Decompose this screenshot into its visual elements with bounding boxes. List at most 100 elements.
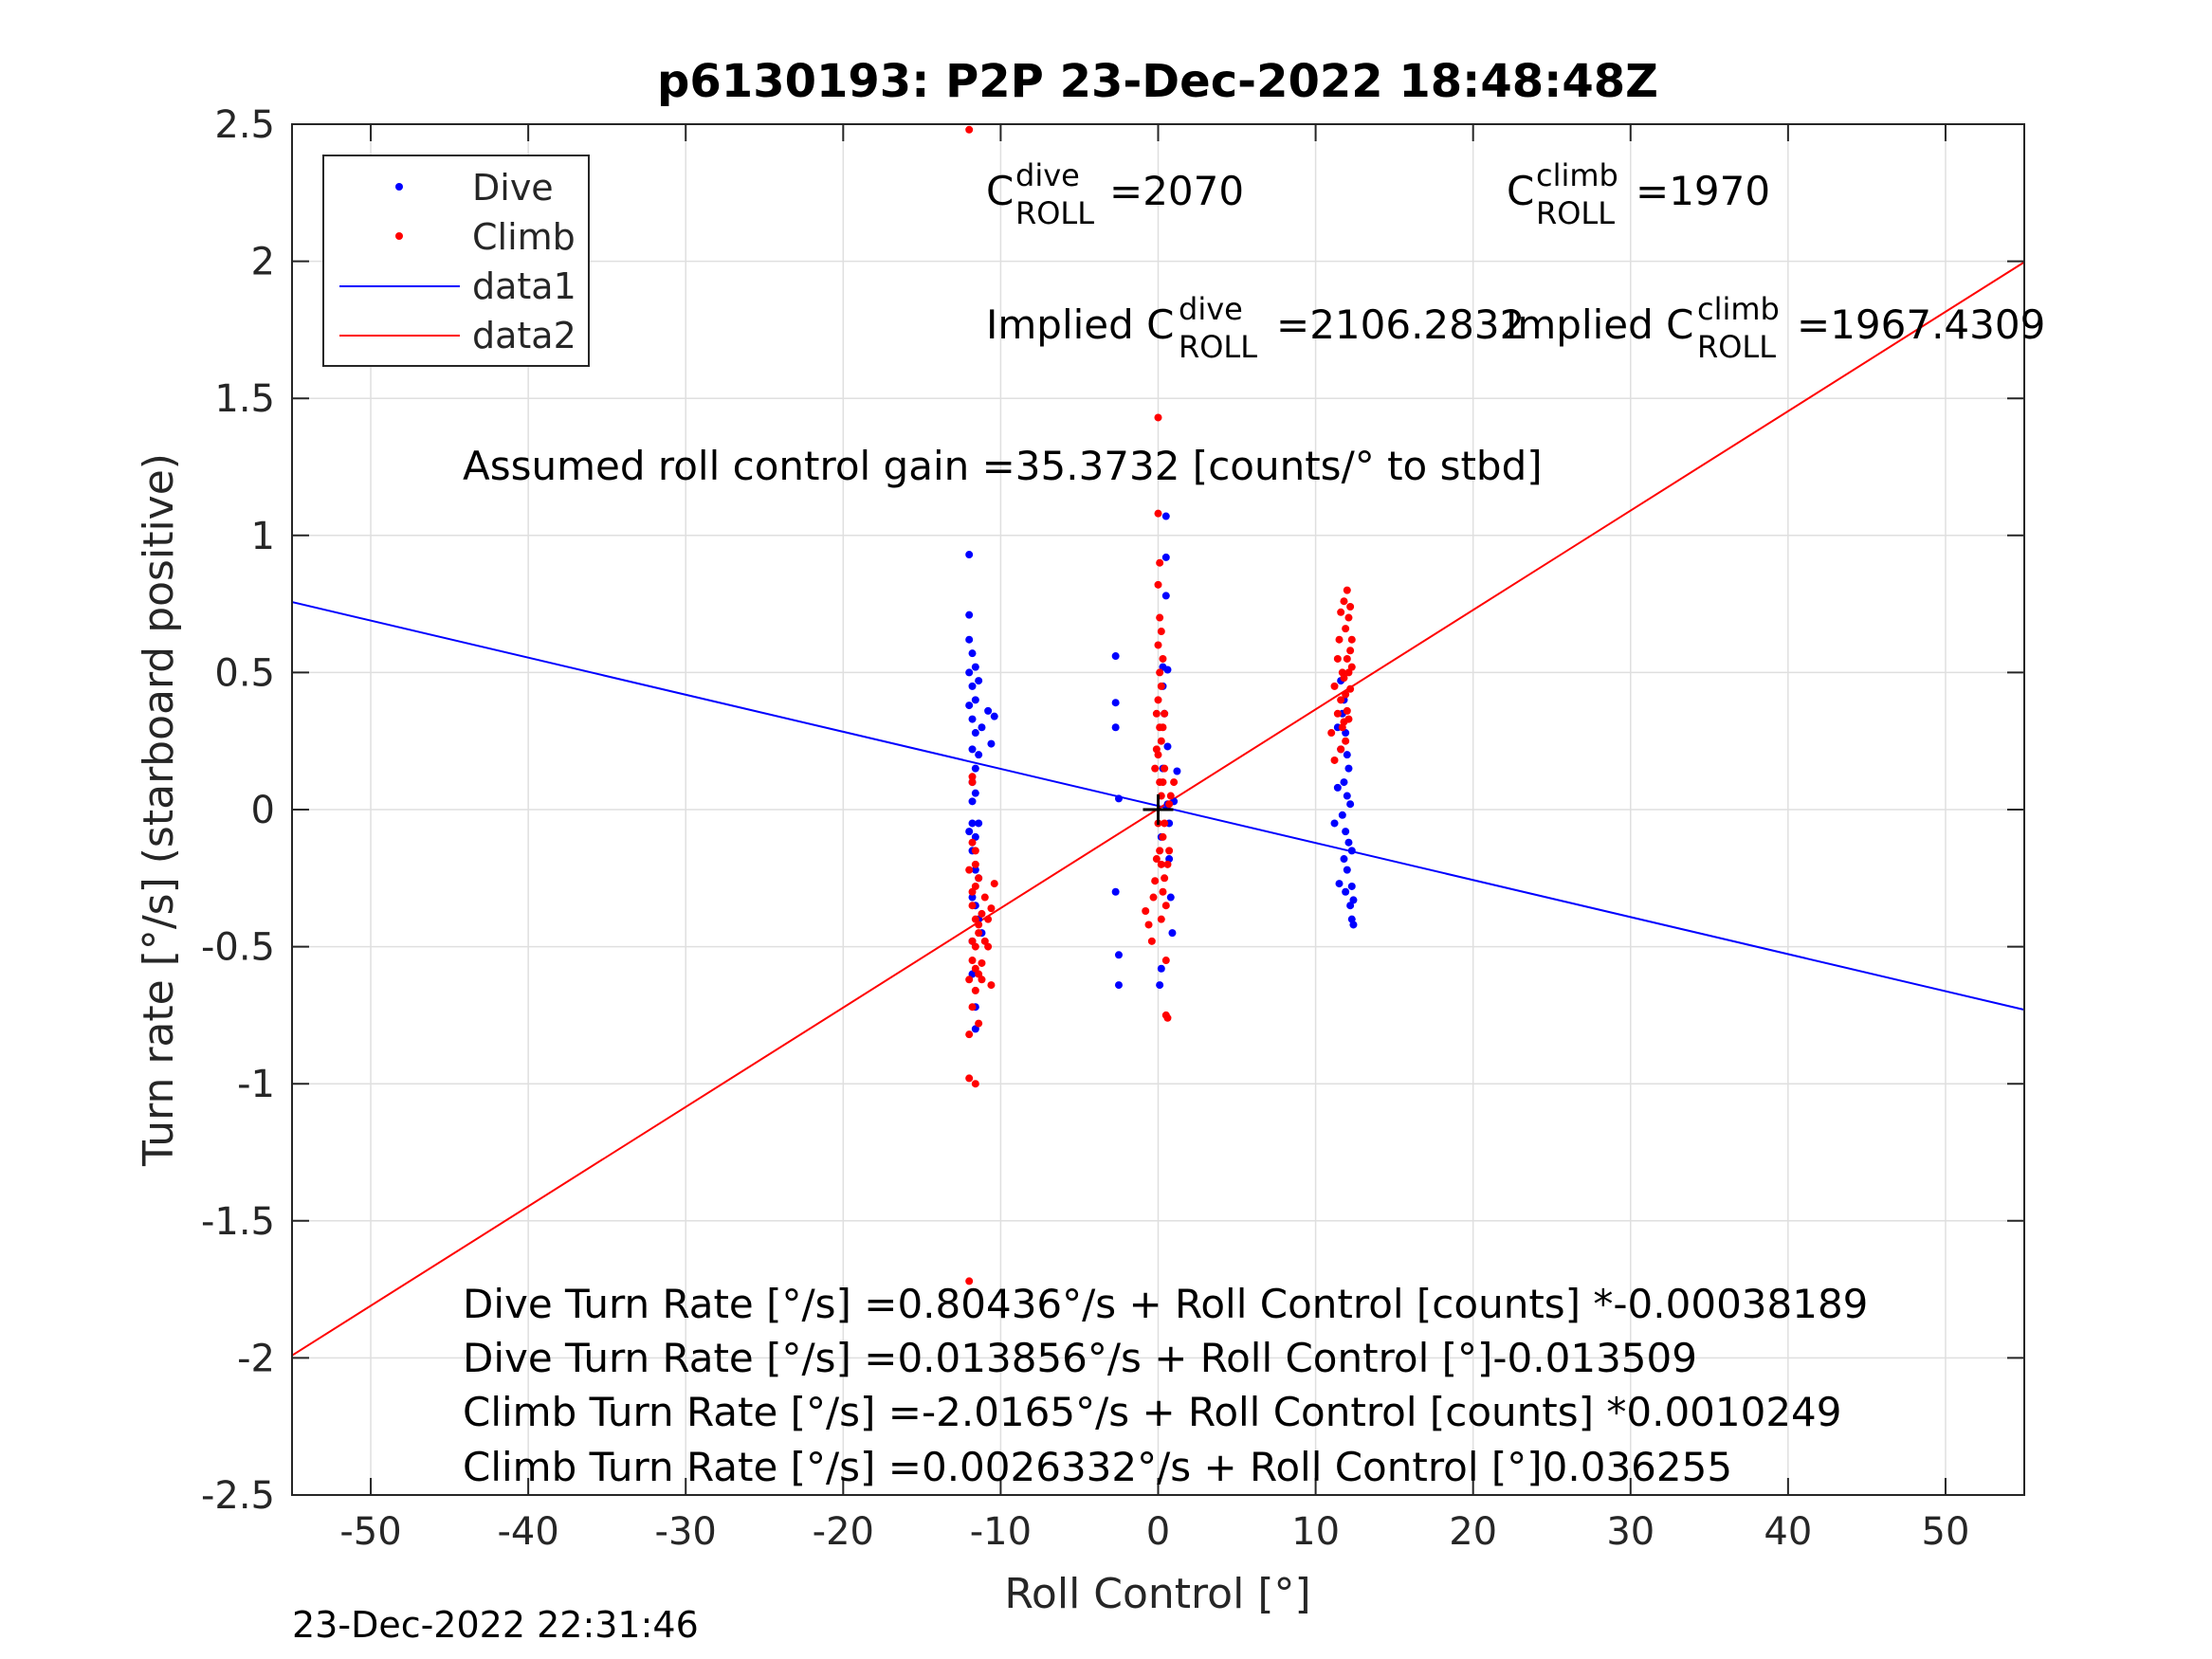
climb-point [1330, 756, 1339, 764]
climb-point [1337, 745, 1345, 754]
implied-dive-sub: ROLL [1179, 329, 1257, 365]
y-axis-label: Turn rate [°/s] (starboard positive) [135, 453, 183, 1167]
dive-point [971, 1025, 979, 1033]
dive-point [1346, 800, 1355, 809]
climb-point [1161, 902, 1170, 910]
dive-point [1335, 880, 1344, 888]
climb-point [971, 942, 979, 951]
dive-point [1346, 902, 1355, 910]
climb-point [975, 970, 983, 978]
dive-point [1330, 819, 1339, 828]
climb-point [975, 874, 983, 883]
climb-point [975, 1019, 983, 1028]
dive-point [971, 789, 979, 797]
dive-point [1114, 951, 1123, 959]
implied-climb-value: =1967.4309 [1797, 301, 2045, 348]
dive-point [965, 702, 974, 710]
dive-point [968, 715, 977, 723]
climb-point [971, 860, 979, 868]
climb-point [987, 981, 996, 990]
climb-point [1161, 709, 1169, 718]
climb-point [1156, 668, 1164, 677]
climb-point [1144, 921, 1153, 929]
climb-point [1142, 907, 1150, 916]
dive-point [975, 819, 983, 828]
dive-point [975, 751, 983, 759]
dive-point [1156, 981, 1164, 990]
climb-point [971, 1080, 979, 1088]
implied-dive-sup: dive [1179, 291, 1243, 327]
dive-point [965, 611, 974, 619]
dive-point [1340, 855, 1348, 864]
dive-point [1111, 652, 1120, 661]
climb-point [1157, 628, 1165, 636]
climb-point [984, 942, 993, 951]
climb-point [975, 929, 983, 938]
climb-point [1333, 654, 1342, 663]
x-axis-label: Roll Control [°] [1004, 1570, 1310, 1618]
y-tick-label: 1.5 [214, 377, 275, 421]
climb-point [1342, 690, 1350, 699]
legend-climb-label: Climb [472, 216, 576, 258]
y-tick-label: -1 [237, 1063, 275, 1106]
climb-point [1342, 737, 1350, 745]
y-tick-label: 0 [251, 789, 275, 832]
dive-point [1163, 742, 1172, 751]
dive-point [968, 970, 977, 978]
x-tick-label: -30 [655, 1510, 717, 1554]
climb-point [1152, 855, 1161, 864]
climb-point [1170, 778, 1179, 787]
c-dive-annotation: C dive ROLL =2070 [986, 157, 1244, 231]
climb-point [1163, 860, 1172, 868]
climb-point [968, 957, 977, 965]
dive-point [1342, 729, 1350, 738]
climb-point [1161, 874, 1169, 883]
climb-point [1154, 580, 1162, 589]
dive-point [1343, 792, 1351, 800]
climb-point [1343, 706, 1351, 715]
c-dive-sup: dive [1015, 157, 1080, 193]
dive-point [987, 739, 996, 748]
climb-point [968, 778, 977, 787]
dive-point [971, 764, 979, 773]
dive-point [968, 649, 977, 658]
dive-point [1349, 896, 1358, 904]
implied-dive-annotation: Implied C dive ROLL =2106.2832 [986, 291, 1525, 365]
climb-point [1327, 729, 1336, 738]
y-tick-label: -2.5 [201, 1474, 275, 1518]
dive-point [1344, 764, 1353, 773]
climb-point [1335, 635, 1344, 644]
climb-point [965, 866, 974, 874]
climb-point [1340, 674, 1348, 683]
climb-point [1156, 613, 1164, 622]
climb-point [971, 915, 979, 923]
climb-point [1161, 957, 1170, 965]
climb-point [1157, 860, 1165, 868]
series-points [965, 125, 1358, 1285]
climb-point [965, 975, 974, 984]
legend-data2-label: data2 [472, 315, 576, 356]
climb-point [984, 915, 993, 923]
climb-point [1157, 737, 1165, 745]
dive-point [1347, 882, 1356, 890]
climb-point [1347, 663, 1356, 671]
y-tick-label: -1.5 [201, 1200, 275, 1244]
x-tick-label: 10 [1291, 1510, 1340, 1554]
climb-point [1166, 792, 1175, 800]
climb-point [968, 773, 977, 781]
climb-point [1159, 654, 1167, 663]
dive-point [1340, 778, 1348, 787]
roll-gain-annotation: Assumed roll control gain =35.3732 [coun… [463, 443, 1543, 489]
x-tick-label: -10 [970, 1510, 1032, 1554]
dive-point [1166, 893, 1175, 902]
axis-ticks [292, 123, 2024, 1496]
climb-point [1161, 764, 1169, 773]
implied-climb-sub: ROLL [1697, 329, 1776, 365]
origin-marker [1143, 794, 1174, 825]
climb-point [968, 887, 977, 896]
c-climb-sup: climb [1536, 157, 1618, 193]
legend-dive-marker [395, 183, 403, 191]
climb-point [971, 882, 979, 890]
climb-point [1161, 819, 1169, 828]
